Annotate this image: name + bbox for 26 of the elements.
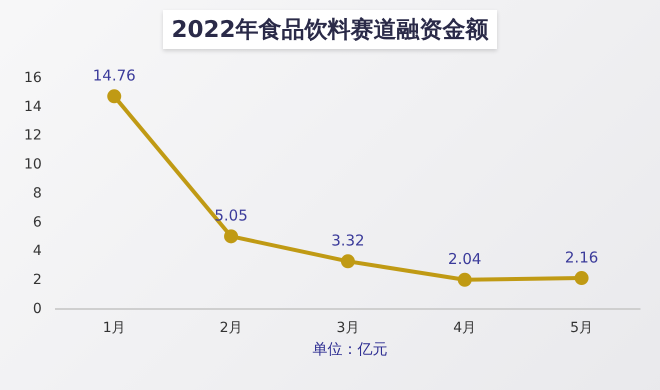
data-label: 5.05 [214,206,248,225]
y-tick-label: 2 [32,272,42,288]
y-tick-label: 8 [32,185,42,202]
y-tick-label: 4 [32,243,42,260]
y-tick-label: 16 [24,70,42,86]
data-label: 3.32 [331,232,365,250]
y-tick-label: 14 [24,98,42,115]
y-tick-label: 12 [24,128,42,144]
y-tick-label: 10 [24,156,42,173]
data-label: 14.76 [92,66,136,85]
point [340,254,355,268]
data-label: 2.16 [564,248,598,266]
y-tick-label: 0 [32,300,42,317]
point [224,229,238,244]
y-tick-label: 6 [32,214,42,230]
point [458,272,472,287]
chart-title: 2022年食品饮料赛道融资金额 [163,10,496,49]
x-tick-label: 1月 [102,320,126,336]
x-tick-label: 5月 [570,320,594,336]
x-tick-label: 3月 [336,320,360,336]
x-tick-label: 2月 [220,320,243,336]
data-label: 2.04 [448,250,482,268]
point [107,89,122,104]
x-axis-title: 单位：亿元 [312,340,388,359]
x-tick-label: 4月 [453,320,476,336]
point [574,271,589,286]
